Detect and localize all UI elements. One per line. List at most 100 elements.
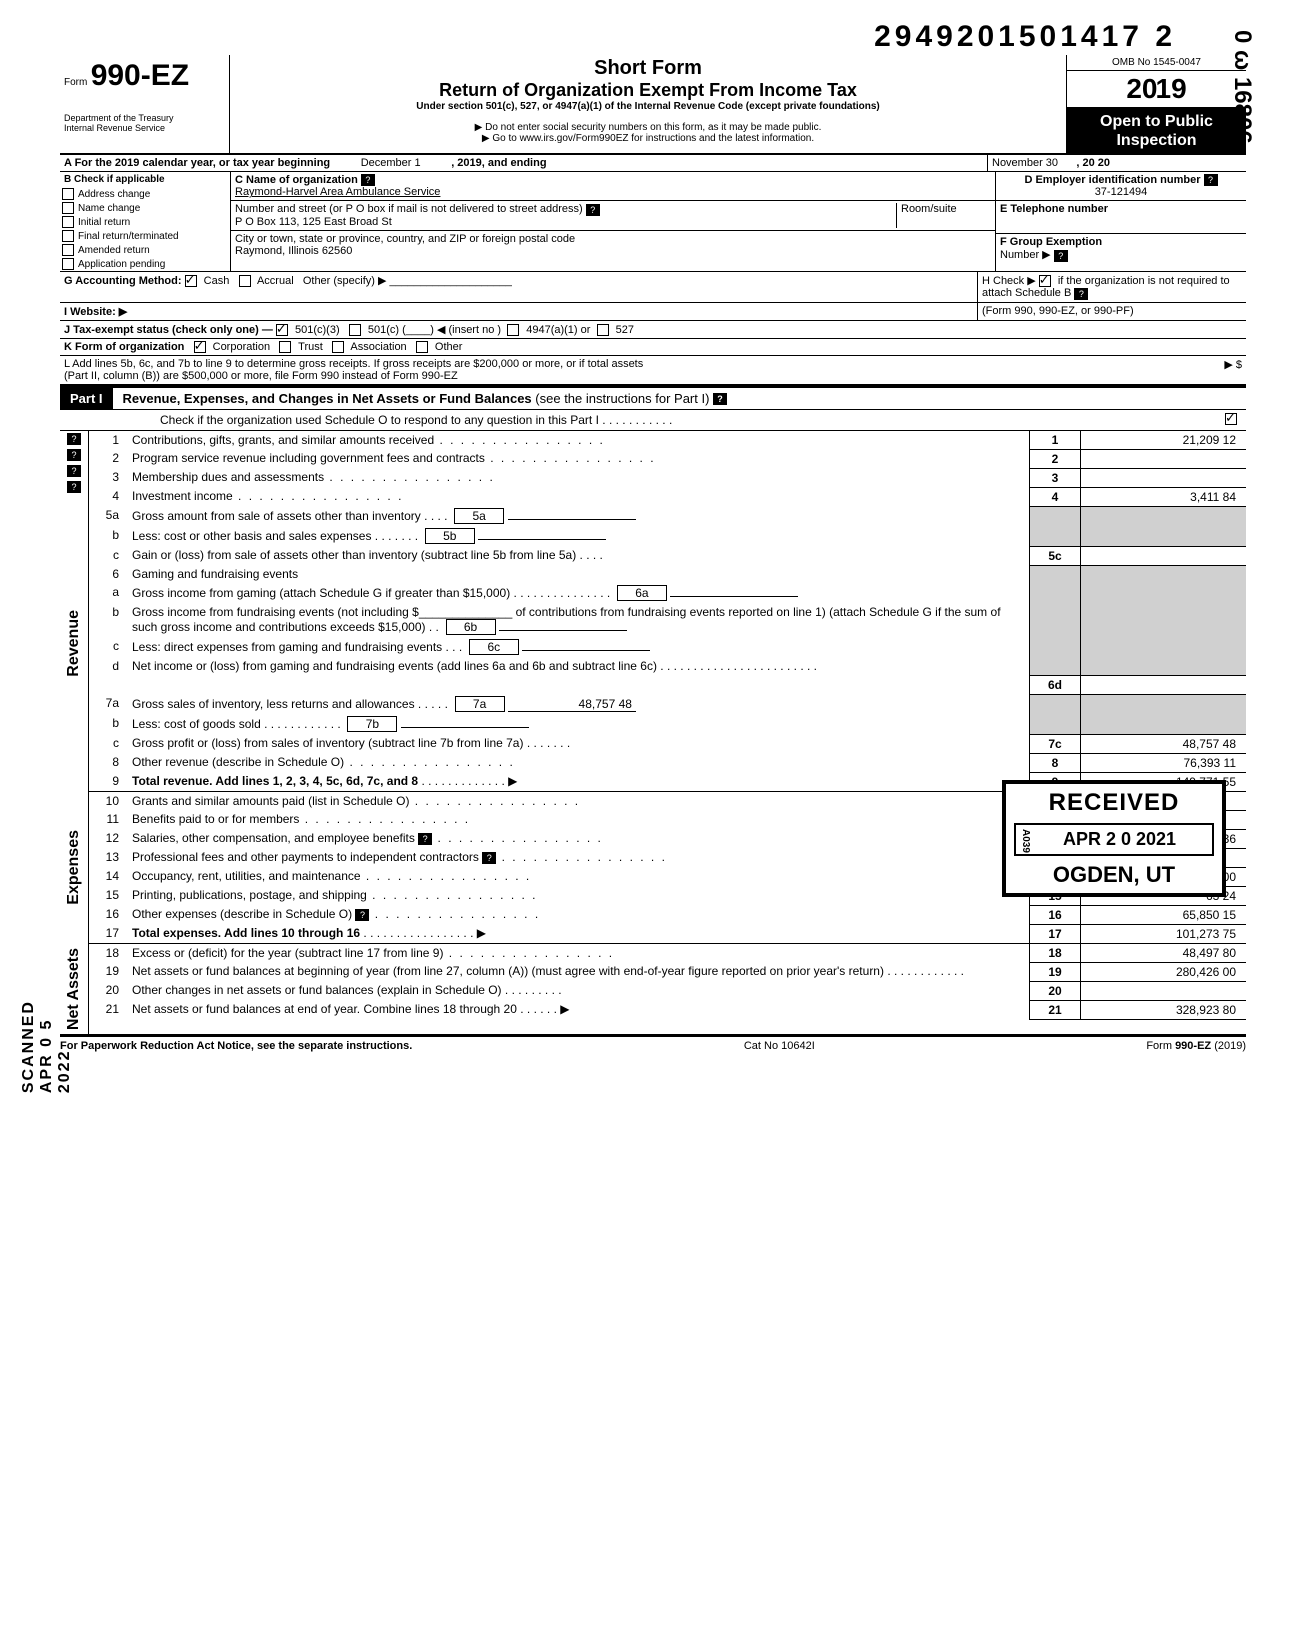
title-short: Short Form [234, 57, 1062, 80]
form-prefix: Form [64, 77, 87, 88]
line-18-num: 18 [89, 944, 127, 963]
l-text1: L Add lines 5b, 6c, and 7b to line 9 to … [64, 358, 643, 370]
help-icon[interactable]: ? [713, 393, 727, 405]
line-6a-num: a [89, 583, 127, 603]
f-group-label: F Group Exemption [1000, 236, 1102, 248]
check-address-change[interactable] [62, 188, 74, 200]
line-13-num: 13 [89, 848, 127, 867]
sidebar-revenue: Revenue [61, 606, 87, 681]
line-6d-desc: Net income or (loss) from gaming and fun… [132, 659, 657, 673]
help-icon[interactable]: ? [67, 433, 81, 445]
label-association: Association [350, 341, 406, 353]
help-icon[interactable]: ? [67, 465, 81, 477]
c-name-label: C Name of organization [235, 174, 358, 186]
check-name-change[interactable] [62, 202, 74, 214]
line-7a-inbox: 7a [455, 696, 505, 712]
line-3-box: 3 [1030, 468, 1081, 487]
line-3-num: 3 [89, 468, 127, 487]
check-trust[interactable] [279, 341, 291, 353]
received-location: OGDEN, UT [1014, 862, 1214, 888]
line-10-num: 10 [89, 792, 127, 811]
line-19-desc: Net assets or fund balances at beginning… [132, 964, 884, 978]
label-insert: ) ◀ (insert no ) [430, 324, 501, 336]
c-city-label: City or town, state or province, country… [235, 233, 575, 245]
col-b-header: B Check if applicable [60, 172, 230, 187]
dept-treasury: Department of the Treasury Internal Reve… [64, 113, 225, 133]
line-5a-desc: Gross amount from sale of assets other t… [132, 509, 421, 523]
footer-right: Form 990-EZ (2019) [1146, 1040, 1246, 1052]
line-6d-amt [1081, 675, 1247, 694]
help-icon[interactable]: ? [67, 481, 81, 493]
line-a-2019: , 2019, and ending [451, 157, 546, 169]
line-1-num: 1 [89, 431, 127, 450]
line-6-num: 6 [89, 565, 127, 583]
help-icon[interactable]: ? [67, 449, 81, 461]
label-amended-return: Amended return [78, 245, 150, 256]
help-icon[interactable]: ? [586, 204, 600, 216]
title-note1: ▶ Do not enter social security numbers o… [234, 122, 1062, 133]
line-7c-num: c [89, 734, 127, 753]
check-accrual[interactable] [239, 275, 251, 287]
help-icon[interactable]: ? [361, 174, 375, 186]
label-name-change: Name change [78, 203, 140, 214]
check-501c[interactable] [349, 324, 361, 336]
help-icon[interactable]: ? [482, 852, 496, 864]
line-4-amt: 3,411 84 [1081, 487, 1247, 506]
help-icon[interactable]: ? [1054, 250, 1068, 262]
line-1-desc: Contributions, gifts, grants, and simila… [132, 433, 434, 447]
h-text3: (Form 990, 990-EZ, or 990-PF) [977, 303, 1246, 320]
check-application-pending[interactable] [62, 258, 74, 270]
check-final-return[interactable] [62, 230, 74, 242]
d-ein-label: D Employer identification number [1024, 174, 1200, 186]
line-6b-num: b [89, 603, 127, 637]
check-schedule-o[interactable] [1225, 413, 1237, 425]
line-7a-inamt: 48,757 48 [508, 697, 636, 712]
check-other-org[interactable] [416, 341, 428, 353]
line-7b-inbox: 7b [347, 716, 397, 732]
line-5b-desc: Less: cost or other basis and sales expe… [132, 529, 371, 543]
check-cash[interactable] [185, 275, 197, 287]
omb-number: OMB No 1545-0047 [1067, 55, 1246, 71]
scanned-stamp: SCANNED APR 0 5 2022 [20, 1000, 74, 1093]
check-4947[interactable] [507, 324, 519, 336]
check-501c3[interactable] [276, 324, 288, 336]
line-6c-num: c [89, 637, 127, 657]
line-a-end-month: November 30 [992, 157, 1058, 169]
line-9-num: 9 [89, 772, 127, 791]
line-8-amt: 76,393 11 [1081, 753, 1247, 772]
help-icon[interactable]: ? [1074, 288, 1088, 300]
label-501c: 501(c) ( [368, 324, 406, 336]
org-city: Raymond, Illinois 62560 [235, 245, 352, 257]
line-3-amt [1081, 468, 1247, 487]
line-7b-desc: Less: cost of goods sold [132, 717, 261, 731]
line-3-desc: Membership dues and assessments [132, 470, 324, 484]
line-1-amt: 21,209 12 [1081, 431, 1247, 450]
line-5b-num: b [89, 526, 127, 546]
line-18-amt: 48,497 80 [1081, 944, 1247, 963]
footer-left: For Paperwork Reduction Act Notice, see … [60, 1040, 412, 1052]
check-527[interactable] [597, 324, 609, 336]
line-14-num: 14 [89, 867, 127, 886]
line-21-num: 21 [89, 1000, 127, 1019]
help-icon[interactable]: ? [355, 909, 369, 921]
line-5b-inamt [478, 539, 606, 540]
line-12-desc: Salaries, other compensation, and employ… [132, 831, 415, 845]
check-association[interactable] [332, 341, 344, 353]
line-1-box: 1 [1030, 431, 1081, 450]
line-5c-desc: Gain or (loss) from sale of assets other… [132, 548, 576, 562]
form-number: 990-EZ [91, 59, 189, 92]
check-initial-return[interactable] [62, 216, 74, 228]
help-icon[interactable]: ? [1204, 174, 1218, 186]
label-501c3: 501(c)(3) [295, 324, 340, 336]
line-18-box: 18 [1030, 944, 1081, 963]
line-5a-num: 5a [89, 506, 127, 526]
check-amended-return[interactable] [62, 244, 74, 256]
line-6d-num: d [89, 657, 127, 675]
check-corporation[interactable] [194, 341, 206, 353]
line-2-box: 2 [1030, 449, 1081, 468]
check-h[interactable] [1039, 275, 1051, 287]
line-11-num: 11 [89, 810, 127, 829]
help-icon[interactable]: ? [418, 833, 432, 845]
l-text2: (Part II, column (B)) are $500,000 or mo… [64, 370, 458, 382]
label-other-org: Other [435, 341, 463, 353]
